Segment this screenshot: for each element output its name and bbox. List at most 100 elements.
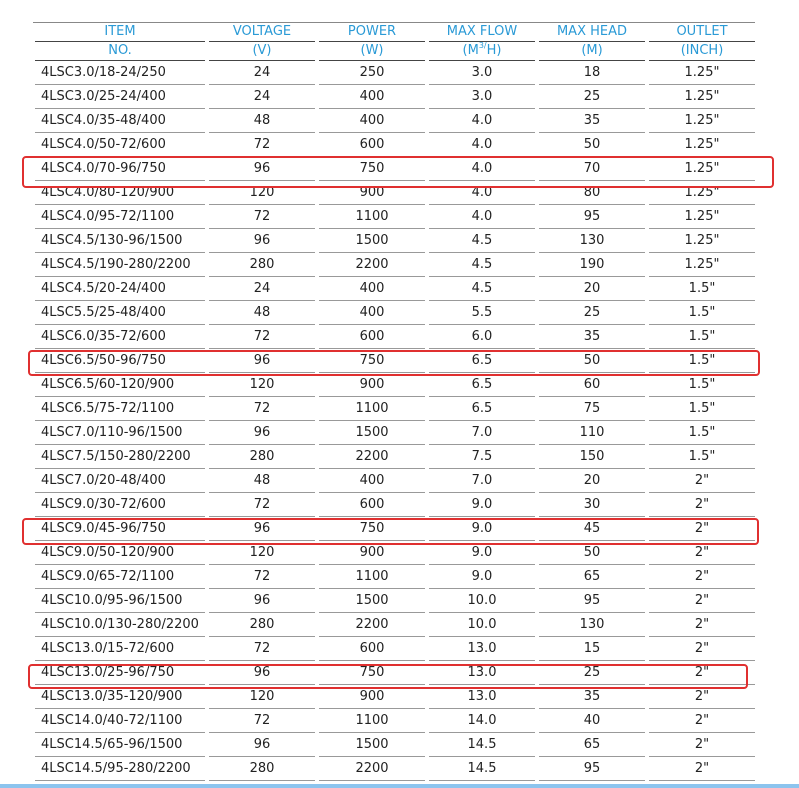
cell-power: 2200: [319, 613, 425, 637]
pump-spec-table: ITEM VOLTAGE POWER MAX FLOW MAX HEAD OUT…: [31, 23, 759, 781]
cell-power: 600: [319, 493, 425, 517]
cell-voltage: 280: [209, 757, 315, 781]
cell-max-head: 65: [539, 733, 645, 757]
cell-power: 1500: [319, 421, 425, 445]
cell-max-flow: 10.0: [429, 613, 535, 637]
cell-power: 2200: [319, 757, 425, 781]
cell-outlet: 1.25": [649, 229, 755, 253]
cell-item-no: 4LSC6.5/60-120/900: [35, 373, 205, 397]
unit-max-flow: (M3/H): [429, 42, 535, 61]
cell-max-head: 50: [539, 133, 645, 157]
cell-power: 900: [319, 181, 425, 205]
table-row: 4LSC9.0/30-72/600 72 600 9.0 30 2": [35, 493, 755, 517]
cell-power: 900: [319, 373, 425, 397]
cell-max-flow: 4.0: [429, 109, 535, 133]
cell-outlet: 2": [649, 517, 755, 541]
cell-voltage: 96: [209, 229, 315, 253]
cell-power: 2200: [319, 445, 425, 469]
cell-power: 1100: [319, 709, 425, 733]
cell-max-flow: 6.5: [429, 349, 535, 373]
table-row: 4LSC10.0/130-280/2200 280 2200 10.0 130 2": [35, 613, 755, 637]
cell-item-no: 4LSC6.5/50-96/750: [35, 349, 205, 373]
cell-power: 400: [319, 277, 425, 301]
cell-max-head: 20: [539, 277, 645, 301]
cell-max-flow: 4.5: [429, 277, 535, 301]
cell-max-flow: 4.0: [429, 181, 535, 205]
header-voltage: VOLTAGE: [209, 23, 315, 42]
cell-max-flow: 9.0: [429, 565, 535, 589]
table-row: 4LSC4.0/70-96/750 96 750 4.0 70 1.25": [35, 157, 755, 181]
cell-power: 400: [319, 469, 425, 493]
table-row: 4LSC9.0/50-120/900 120 900 9.0 50 2": [35, 541, 755, 565]
cell-item-no: 4LSC4.0/50-72/600: [35, 133, 205, 157]
cell-voltage: 120: [209, 373, 315, 397]
cell-outlet: 2": [649, 709, 755, 733]
table-row: 4LSC4.0/80-120/900 120 900 4.0 80 1.25": [35, 181, 755, 205]
cell-max-head: 70: [539, 157, 645, 181]
cell-max-head: 130: [539, 229, 645, 253]
cell-outlet: 1.25": [649, 85, 755, 109]
table-row: 4LSC13.0/35-120/900 120 900 13.0 35 2": [35, 685, 755, 709]
cell-voltage: 72: [209, 397, 315, 421]
cell-max-flow: 4.5: [429, 253, 535, 277]
cell-power: 900: [319, 685, 425, 709]
cell-voltage: 96: [209, 517, 315, 541]
cell-max-flow: 6.0: [429, 325, 535, 349]
cell-voltage: 48: [209, 469, 315, 493]
cell-voltage: 120: [209, 685, 315, 709]
cell-outlet: 2": [649, 661, 755, 685]
cell-power: 750: [319, 349, 425, 373]
cell-max-flow: 6.5: [429, 397, 535, 421]
cell-voltage: 72: [209, 565, 315, 589]
cell-item-no: 4LSC13.0/35-120/900: [35, 685, 205, 709]
cell-power: 1100: [319, 397, 425, 421]
table-row: 4LSC13.0/25-96/750 96 750 13.0 25 2": [35, 661, 755, 685]
table-row: 4LSC9.0/65-72/1100 72 1100 9.0 65 2": [35, 565, 755, 589]
cell-max-head: 110: [539, 421, 645, 445]
cell-voltage: 96: [209, 349, 315, 373]
highlight-box: [28, 350, 760, 376]
cell-voltage: 96: [209, 157, 315, 181]
table-row: 4LSC6.0/35-72/600 72 600 6.0 35 1.5": [35, 325, 755, 349]
table-row: 4LSC10.0/95-96/1500 96 1500 10.0 95 2": [35, 589, 755, 613]
cell-item-no: 4LSC14.0/40-72/1100: [35, 709, 205, 733]
header-row-1: ITEM VOLTAGE POWER MAX FLOW MAX HEAD OUT…: [35, 23, 755, 42]
cell-item-no: 4LSC7.0/110-96/1500: [35, 421, 205, 445]
cell-voltage: 48: [209, 109, 315, 133]
table-row: 4LSC6.5/75-72/1100 72 1100 6.5 75 1.5": [35, 397, 755, 421]
cell-max-flow: 7.5: [429, 445, 535, 469]
cell-item-no: 4LSC14.5/95-280/2200: [35, 757, 205, 781]
cell-item-no: 4LSC6.0/35-72/600: [35, 325, 205, 349]
cell-voltage: 96: [209, 421, 315, 445]
cell-max-flow: 10.0: [429, 589, 535, 613]
cell-item-no: 4LSC5.5/25-48/400: [35, 301, 205, 325]
cell-max-flow: 5.5: [429, 301, 535, 325]
cell-power: 400: [319, 301, 425, 325]
cell-outlet: 1.5": [649, 301, 755, 325]
cell-voltage: 72: [209, 133, 315, 157]
cell-power: 750: [319, 517, 425, 541]
cell-max-flow: 13.0: [429, 685, 535, 709]
cell-outlet: 1.25": [649, 181, 755, 205]
cell-power: 750: [319, 157, 425, 181]
cell-voltage: 96: [209, 661, 315, 685]
table-top-rule: [33, 22, 755, 23]
cell-max-flow: 3.0: [429, 85, 535, 109]
unit-max-head: (M): [539, 42, 645, 61]
cell-outlet: 1.5": [649, 421, 755, 445]
cell-max-flow: 7.0: [429, 469, 535, 493]
cell-outlet: 1.5": [649, 373, 755, 397]
cell-max-head: 95: [539, 757, 645, 781]
cell-voltage: 280: [209, 613, 315, 637]
cell-item-no: 4LSC9.0/50-120/900: [35, 541, 205, 565]
highlight-box: [22, 156, 774, 188]
cell-max-head: 95: [539, 589, 645, 613]
cell-voltage: 120: [209, 181, 315, 205]
table-row: 4LSC14.0/40-72/1100 72 1100 14.0 40 2": [35, 709, 755, 733]
cell-max-head: 25: [539, 661, 645, 685]
cell-max-flow: 13.0: [429, 637, 535, 661]
table-row: 4LSC4.5/190-280/2200 280 2200 4.5 190 1.25": [35, 253, 755, 277]
cell-item-no: 4LSC4.0/95-72/1100: [35, 205, 205, 229]
cell-item-no: 4LSC3.0/18-24/250: [35, 61, 205, 85]
cell-max-head: 190: [539, 253, 645, 277]
